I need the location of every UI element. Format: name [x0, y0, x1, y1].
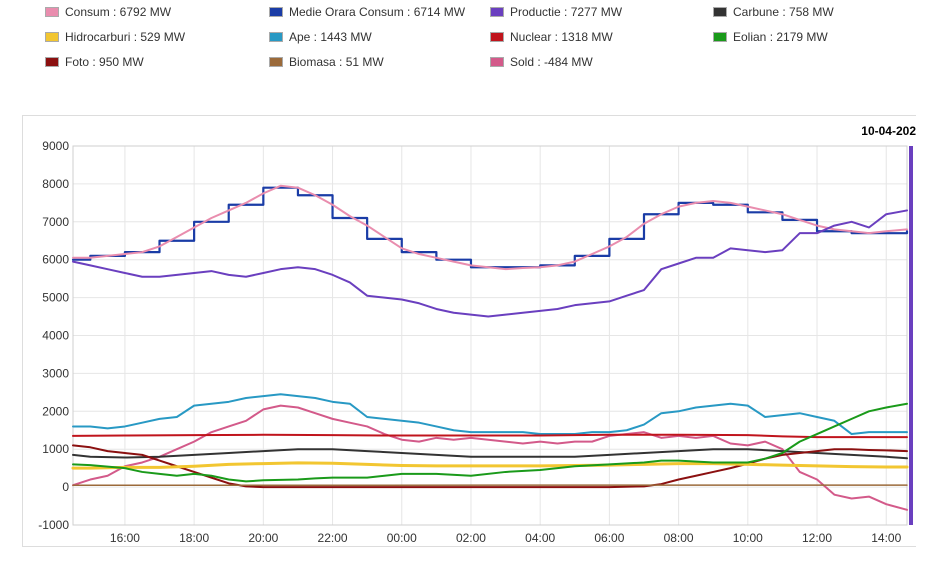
series-line-medie	[71, 186, 909, 269]
series-line-carbune	[72, 448, 908, 460]
y-tick-label: 5000	[42, 291, 69, 305]
legend-swatch	[45, 7, 59, 17]
legend-item[interactable]: Nuclear : 1318 MW	[490, 28, 613, 46]
legend-label: Foto : 950 MW	[65, 55, 144, 69]
y-tick-label: 9000	[42, 139, 69, 153]
legend-label: Sold : -484 MW	[510, 55, 593, 69]
y-tick-label: 3000	[42, 366, 69, 380]
x-tick-label: 22:00	[318, 531, 348, 545]
series-line-consum	[72, 184, 908, 271]
legend-swatch	[490, 32, 504, 42]
legend-label: Consum : 6792 MW	[65, 5, 172, 19]
legend-item[interactable]: Eolian : 2179 MW	[713, 28, 828, 46]
legend-label: Ape : 1443 MW	[289, 30, 372, 44]
x-tick-label: 06:00	[594, 531, 624, 545]
x-tick-label: 00:00	[387, 531, 417, 545]
date-label: 10-04-202	[861, 124, 916, 138]
legend-label: Productie : 7277 MW	[510, 5, 623, 19]
y-tick-label: 0	[62, 480, 69, 494]
line-chart: 9000 8000 7000 6000 5000 4000 3000 2000 1000 0 -10…	[38, 139, 913, 545]
y-tick-label: -1000	[38, 518, 69, 532]
legend-item[interactable]: Foto : 950 MW	[45, 53, 144, 71]
y-tick-label: 2000	[42, 404, 69, 418]
legend-swatch	[713, 7, 727, 17]
legend-swatch	[269, 57, 283, 67]
legend-swatch	[45, 57, 59, 67]
chart-legend: Consum : 6792 MW Medie Orara Consum : 671…	[0, 0, 937, 80]
x-tick-label: 20:00	[248, 531, 278, 545]
x-tick-label: 16:00	[110, 531, 140, 545]
legend-label: Medie Orara Consum : 6714 MW	[289, 5, 466, 19]
legend-swatch	[490, 7, 504, 17]
series-line-foto	[72, 444, 908, 489]
chart-container: 9000 8000 7000 6000 5000 4000 3000 2000 1000 0 -10…	[22, 115, 916, 547]
y-tick-label: 8000	[42, 177, 69, 191]
y-tick-label: 7000	[42, 215, 69, 229]
legend-label: Biomasa : 51 MW	[289, 55, 384, 69]
legend-item[interactable]: Hidrocarburi : 529 MW	[45, 28, 185, 46]
legend-label: Nuclear : 1318 MW	[510, 30, 613, 44]
series-line-nuclear	[72, 433, 908, 439]
legend-item[interactable]: Ape : 1443 MW	[269, 28, 372, 46]
y-tick-label: 4000	[42, 329, 69, 343]
current-time-marker	[909, 146, 913, 525]
x-tick-label: 10:00	[733, 531, 763, 545]
legend-label: Hidrocarburi : 529 MW	[65, 30, 186, 44]
x-tick-label: 02:00	[456, 531, 486, 545]
x-tick-label: 04:00	[525, 531, 555, 545]
legend-item[interactable]: Biomasa : 51 MW	[269, 53, 384, 71]
x-tick-label: 14:00	[871, 531, 901, 545]
legend-label: Carbune : 758 MW	[733, 5, 834, 19]
legend-item[interactable]: Sold : -484 MW	[490, 53, 593, 71]
legend-item[interactable]: Productie : 7277 MW	[490, 3, 622, 21]
series-line-sold	[72, 404, 908, 511]
series-line-eolian	[72, 402, 908, 483]
x-tick-label: 08:00	[664, 531, 694, 545]
legend-item[interactable]: Consum : 6792 MW	[45, 3, 171, 21]
legend-swatch	[713, 32, 727, 42]
legend-label: Eolian : 2179 MW	[733, 30, 828, 44]
x-tick-label: 18:00	[179, 531, 209, 545]
y-tick-label: 1000	[42, 442, 69, 456]
legend-swatch	[269, 7, 283, 17]
legend-swatch	[490, 57, 504, 67]
legend-swatch	[45, 32, 59, 42]
legend-item[interactable]: Carbune : 758 MW	[713, 3, 834, 21]
legend-swatch	[269, 32, 283, 42]
x-tick-label: 12:00	[802, 531, 832, 545]
series-line-ape	[72, 393, 908, 436]
plot-area	[72, 145, 908, 526]
series-line-hidrocarburi	[71, 461, 909, 470]
y-tick-label: 6000	[42, 253, 69, 267]
series-line-productie	[72, 209, 908, 318]
legend-item[interactable]: Medie Orara Consum : 6714 MW	[269, 3, 465, 21]
